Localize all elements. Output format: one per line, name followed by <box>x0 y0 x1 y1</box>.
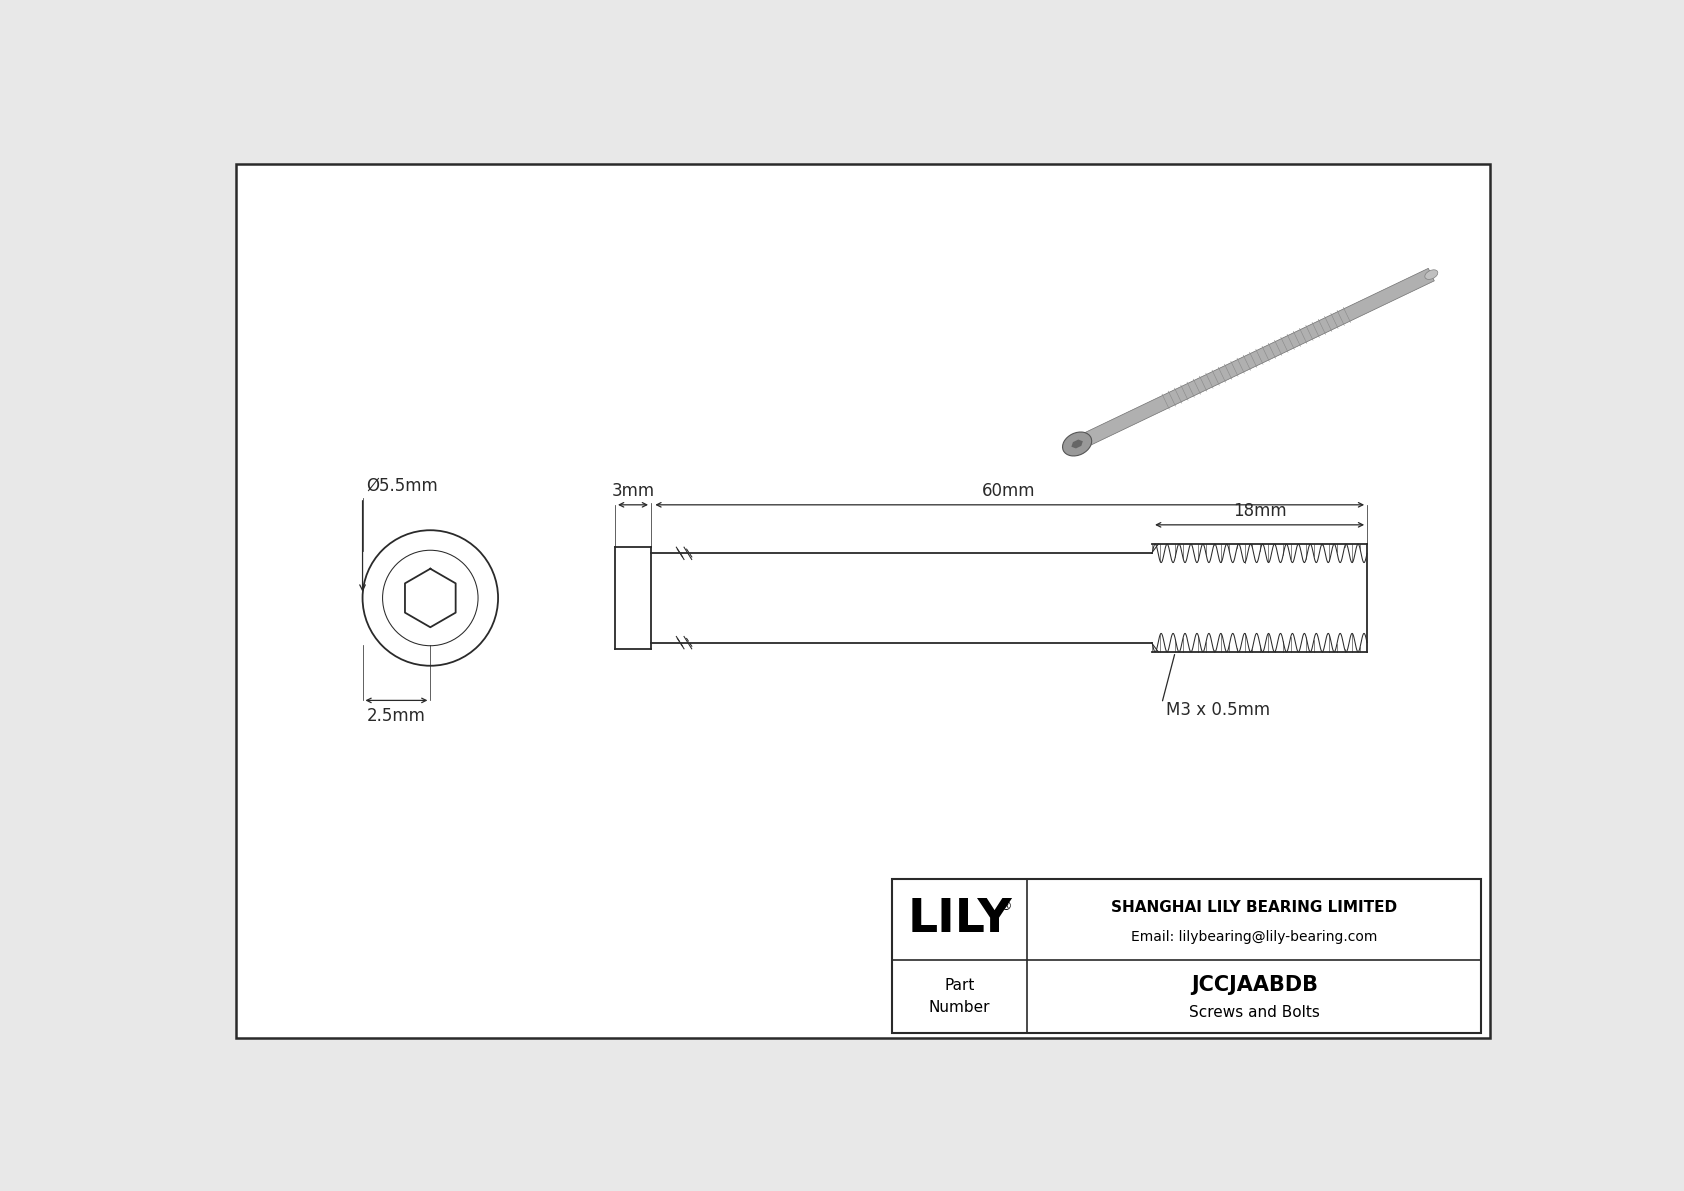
Text: SHANGHAI LILY BEARING LIMITED: SHANGHAI LILY BEARING LIMITED <box>1111 900 1398 915</box>
Polygon shape <box>1073 441 1083 448</box>
Text: 60mm: 60mm <box>982 482 1036 500</box>
Text: JCCJAABDB: JCCJAABDB <box>1191 975 1317 996</box>
Text: Number: Number <box>930 999 990 1015</box>
Bar <box>893 879 1482 1033</box>
Text: M3 x 0.5mm: M3 x 0.5mm <box>1165 700 1270 718</box>
Text: Part: Part <box>945 978 975 993</box>
Polygon shape <box>1074 268 1435 450</box>
Text: Email: lilybearing@lily-bearing.com: Email: lilybearing@lily-bearing.com <box>1132 930 1378 944</box>
Text: 3mm: 3mm <box>611 482 655 500</box>
Ellipse shape <box>1425 270 1438 280</box>
Text: LILY: LILY <box>908 897 1012 942</box>
Text: Screws and Bolts: Screws and Bolts <box>1189 1005 1320 1019</box>
Text: 18mm: 18mm <box>1233 503 1287 520</box>
Text: 2.5mm: 2.5mm <box>367 706 426 724</box>
Text: Ø5.5mm: Ø5.5mm <box>367 476 438 494</box>
Ellipse shape <box>1063 432 1091 456</box>
Text: ®: ® <box>999 900 1012 913</box>
